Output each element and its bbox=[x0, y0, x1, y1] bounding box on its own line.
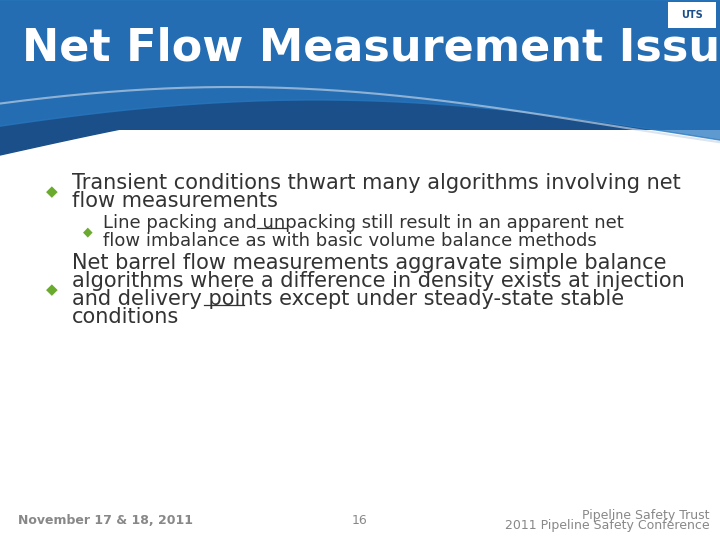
Text: 2011 Pipeline Safety Conference: 2011 Pipeline Safety Conference bbox=[505, 518, 710, 531]
Text: and delivery points except under steady-state stable: and delivery points except under steady-… bbox=[72, 289, 624, 309]
Text: November 17 & 18, 2011: November 17 & 18, 2011 bbox=[18, 514, 193, 526]
Text: Net Flow Measurement Issues: Net Flow Measurement Issues bbox=[22, 26, 720, 70]
Text: conditions: conditions bbox=[72, 307, 179, 327]
Text: UTS: UTS bbox=[681, 10, 703, 20]
Text: ◆: ◆ bbox=[46, 282, 58, 298]
Text: ◆: ◆ bbox=[84, 226, 93, 239]
Text: flow imbalance as with basic volume balance methods: flow imbalance as with basic volume bala… bbox=[103, 232, 597, 250]
Text: ◆: ◆ bbox=[46, 185, 58, 199]
Text: 16: 16 bbox=[352, 514, 368, 526]
Text: flow measurements: flow measurements bbox=[72, 191, 278, 211]
Text: Transient conditions thwart many algorithms involving net: Transient conditions thwart many algorit… bbox=[72, 173, 680, 193]
Text: Line packing and unpacking still result in an apparent net: Line packing and unpacking still result … bbox=[103, 214, 624, 232]
FancyBboxPatch shape bbox=[668, 2, 716, 28]
Text: Net barrel flow measurements aggravate simple balance: Net barrel flow measurements aggravate s… bbox=[72, 253, 667, 273]
FancyBboxPatch shape bbox=[0, 0, 720, 130]
Text: Pipeline Safety Trust: Pipeline Safety Trust bbox=[582, 509, 710, 522]
Text: algorithms where a difference in density exists at injection: algorithms where a difference in density… bbox=[72, 271, 685, 291]
